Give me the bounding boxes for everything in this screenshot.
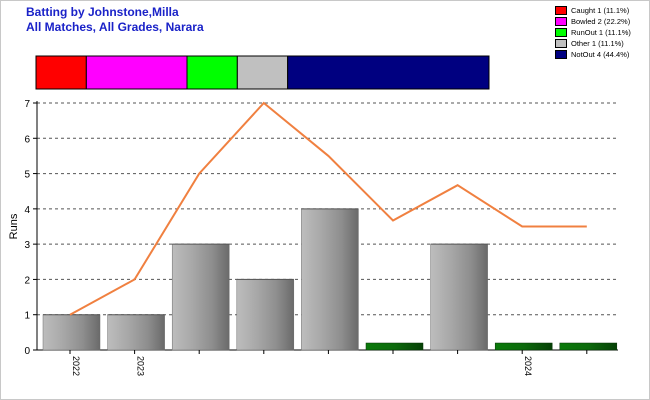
bar-notout (559, 342, 618, 351)
bar (301, 208, 359, 351)
chart-subtitle: All Matches, All Grades, Narara (26, 20, 204, 34)
legend-swatch (555, 17, 567, 26)
legend-item: Caught 1 (11.1%) (555, 5, 631, 16)
dismissal-segment (287, 55, 490, 90)
bar (236, 279, 295, 351)
dismissal-segment (85, 55, 188, 90)
y-tick-label: 3 (24, 240, 30, 251)
chart-title: Batting by Johnstone,Milla (26, 5, 179, 19)
legend-item: RunOut 1 (11.1%) (555, 27, 631, 38)
dismissal-segment (236, 55, 289, 90)
x-tick-label: 2022 (71, 356, 81, 376)
legend: Caught 1 (11.1%) Bowled 2 (22.2%) RunOut 1… (555, 5, 631, 60)
legend-label: Caught 1 (11.1%) (571, 6, 630, 15)
legend-swatch (555, 28, 567, 37)
legend-item: Bowled 2 (22.2%) (555, 16, 631, 27)
average-line (69, 101, 587, 316)
bar (430, 243, 488, 351)
legend-swatch (555, 39, 567, 48)
dismissal-segment (35, 55, 87, 90)
legend-label: NotOut 4 (44.4%) (571, 50, 630, 59)
legend-label: RunOut 1 (11.1%) (571, 28, 631, 37)
x-tick-label: 2024 (523, 356, 533, 376)
y-tick-label: 2 (24, 275, 30, 286)
y-tick-label: 1 (24, 311, 30, 322)
y-axis-label: Runs (8, 213, 20, 239)
bar-notout (365, 342, 424, 351)
legend-swatch (555, 50, 567, 59)
bar (171, 243, 230, 351)
y-tick-label: 7 (24, 99, 30, 110)
y-tick-label: 6 (24, 134, 30, 145)
dismissal-segment (186, 55, 238, 90)
bar-notout (494, 342, 553, 351)
legend-item: Other 1 (11.1%) (555, 38, 631, 49)
x-tick-label: 2023 (136, 356, 146, 376)
legend-label: Bowled 2 (22.2%) (571, 17, 631, 26)
y-tick-label: 5 (24, 170, 30, 181)
bar (107, 314, 165, 351)
y-tick-label: 0 (24, 346, 30, 357)
legend-item: NotOut 4 (44.4%) (555, 49, 631, 60)
bar (42, 314, 101, 351)
y-tick-label: 4 (24, 205, 30, 216)
legend-swatch (555, 6, 567, 15)
legend-label: Other 1 (11.1%) (571, 39, 624, 48)
